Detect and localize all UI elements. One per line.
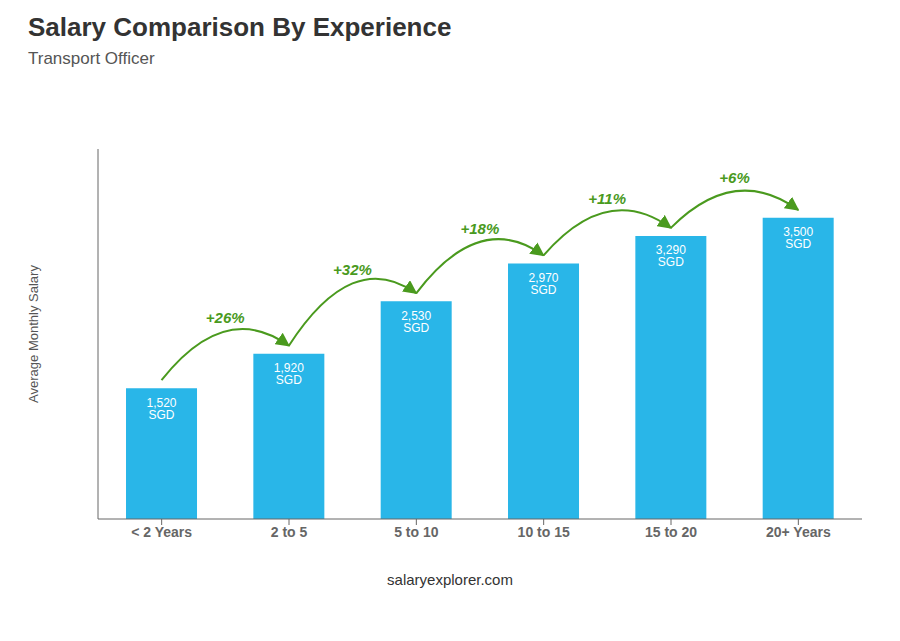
svg-text:1,920SGD: 1,920SGD: [274, 361, 304, 387]
svg-text:1,520SGD: 1,520SGD: [146, 396, 176, 422]
svg-text:5 to 10: 5 to 10: [394, 524, 439, 540]
svg-text:2,530SGD: 2,530SGD: [401, 309, 431, 335]
svg-text:2 to 5: 2 to 5: [271, 524, 308, 540]
svg-text:+32%: +32%: [333, 261, 372, 278]
svg-text:3,500SGD: 3,500SGD: [783, 225, 813, 251]
svg-text:Average Monthly Salary: Average Monthly Salary: [26, 265, 41, 403]
svg-text:15 to 20: 15 to 20: [645, 524, 697, 540]
html-text:salaryexplorer.com: salaryexplorer.com: [387, 571, 513, 588]
html-text:Salary Comparison By Experienc: Salary Comparison By Experience: [28, 12, 452, 42]
svg-text:3,290SGD: 3,290SGD: [656, 243, 686, 269]
svg-text:+18%: +18%: [460, 220, 499, 237]
svg-text:10 to 15: 10 to 15: [518, 524, 570, 540]
svg-text:+26%: +26%: [206, 309, 245, 326]
svg-text:2,970SGD: 2,970SGD: [528, 271, 558, 297]
svg-text:+6%: +6%: [719, 169, 749, 186]
svg-text:20+ Years: 20+ Years: [766, 524, 831, 540]
html-text:Transport Officer: Transport Officer: [28, 49, 155, 68]
svg-text:< 2 Years: < 2 Years: [131, 524, 192, 540]
svg-text:+11%: +11%: [588, 190, 626, 207]
